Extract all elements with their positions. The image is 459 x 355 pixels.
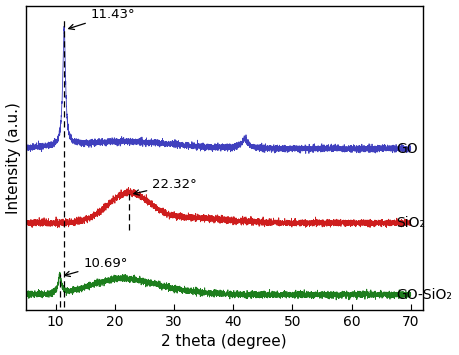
Text: 22.32°: 22.32°	[134, 178, 196, 195]
Text: GO-SiO₂: GO-SiO₂	[395, 288, 451, 302]
Text: 11.43°: 11.43°	[68, 8, 135, 29]
Text: SiO₂: SiO₂	[395, 216, 424, 230]
Y-axis label: Intensity (a.u.): Intensity (a.u.)	[6, 102, 21, 214]
Text: 10.69°: 10.69°	[65, 257, 128, 277]
Text: GO: GO	[395, 142, 417, 155]
X-axis label: 2 theta (degree): 2 theta (degree)	[161, 334, 286, 349]
